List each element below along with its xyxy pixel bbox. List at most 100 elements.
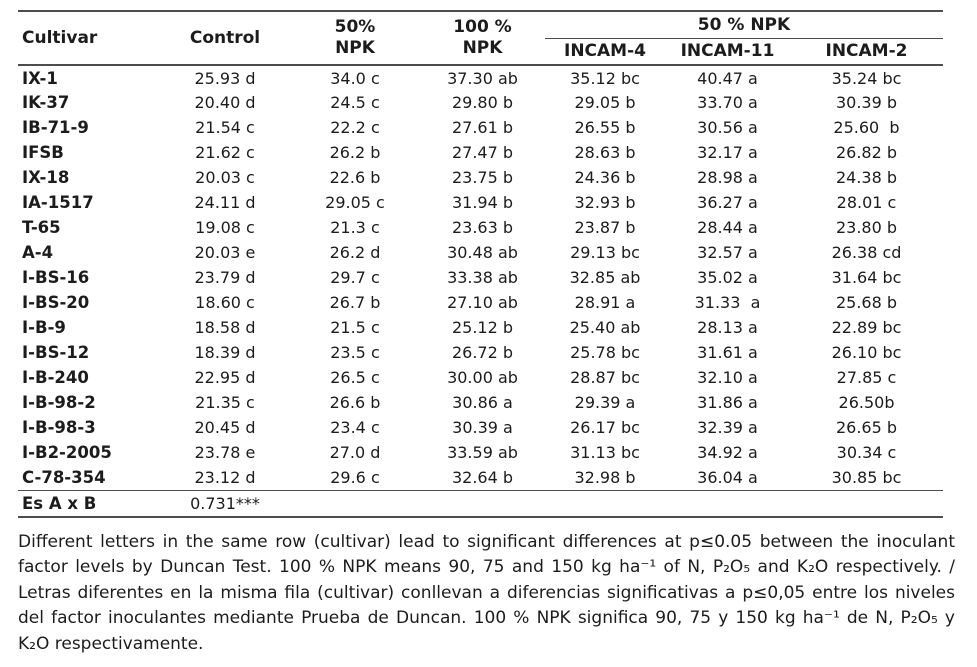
cultivar-name: C-78-354 xyxy=(22,467,106,487)
value-cell-incam2: 22.89 bc xyxy=(831,318,902,337)
value-cell-npk100: 27.10 ab xyxy=(447,293,518,312)
value-cell-incam2: 31.64 bc xyxy=(831,268,902,287)
value-cell-control: 18.58 d xyxy=(194,318,256,337)
value-cell-npk100: 30.39 a xyxy=(452,418,513,437)
value-cell-control: 24.11 d xyxy=(194,193,256,212)
footnote: Different letters in the same row (culti… xyxy=(18,532,955,654)
value-cell-npk50: 34.0 c xyxy=(330,68,380,88)
value-cell-control: 20.03 e xyxy=(194,243,256,262)
value-cell-npk50: 26.2 b xyxy=(329,143,381,162)
table-row: I-BS-16 23.79 d 29.7 c 33.38 ab 32.85 ab 35.0… xyxy=(18,265,943,290)
value-cell-control: 21.54 c xyxy=(195,118,255,137)
col-header-incam2: INCAM-2 xyxy=(790,38,943,66)
value-cell-incam11: 36.04 a xyxy=(697,467,758,487)
cultivar-name: I-B-240 xyxy=(22,368,89,387)
value-cell-incam11: 28.13 a xyxy=(697,318,758,337)
col-header-50npk-group: 50 % NPK xyxy=(545,11,943,39)
value-cell-incam11: 28.44 a xyxy=(697,218,758,237)
value-cell-npk50: 29.05 c xyxy=(325,193,385,212)
value-cell-incam11: 31.33 a xyxy=(694,293,761,312)
value-cell-incam4: 29.13 bc xyxy=(570,243,640,262)
table-body: IX-1 25.93 d 34.0 c 37.30 ab 35.12 bc 40.47 a… xyxy=(18,65,943,490)
value-cell-control: 19.08 c xyxy=(195,218,255,237)
cultivar-name: I-BS-20 xyxy=(22,293,90,312)
table-footer: Es A x B 0.731*** xyxy=(18,489,943,517)
col-header-npk50: 50% NPK xyxy=(290,11,420,66)
value-cell-control: 18.60 c xyxy=(195,293,255,312)
value-cell-incam11: 40.47 a xyxy=(697,68,758,88)
table-row: I-B-98-3 20.45 d 23.4 c 30.39 a 26.17 bc 32.3… xyxy=(18,415,943,440)
value-cell-incam11: 32.57 a xyxy=(697,243,758,262)
cultivar-name: I-B-9 xyxy=(22,318,66,337)
table-row: I-B-98-2 21.35 c 26.6 b 30.86 a 29.39 a 31.86… xyxy=(18,390,943,415)
table-row: IFSB 21.62 c 26.2 b 27.47 b 28.63 b 32.17 a 26… xyxy=(18,140,943,165)
value-cell-control: 21.35 c xyxy=(195,393,255,412)
value-cell-control: 25.93 d xyxy=(194,68,256,88)
value-cell-incam2: 25.60 b xyxy=(833,118,900,137)
value-cell-control: 23.79 d xyxy=(194,268,256,287)
value-cell-incam4: 32.85 ab xyxy=(569,268,641,287)
value-cell-control: 23.12 d xyxy=(194,467,256,487)
value-cell-incam4: 29.05 b xyxy=(574,93,636,112)
value-cell-incam2: 30.39 b xyxy=(835,93,898,112)
col-header-incam4: INCAM-4 xyxy=(545,38,665,66)
value-cell-incam2: 26.50b xyxy=(838,393,895,412)
value-cell-incam2: 26.82 b xyxy=(835,143,898,162)
value-cell-incam4: 28.91 a xyxy=(574,293,636,312)
value-cell-npk50: 22.2 c xyxy=(330,118,380,137)
table-row: T-65 19.08 c 21.3 c 23.63 b 23.87 b 28.44 a 23… xyxy=(18,215,943,240)
value-cell-incam2: 23.80 b xyxy=(835,218,898,237)
value-cell-incam4: 26.17 bc xyxy=(570,418,640,437)
value-cell-npk100: 29.80 b xyxy=(451,93,514,112)
value-cell-incam4: 28.63 b xyxy=(574,143,636,162)
table-row: C-78-354 23.12 d 29.6 c 32.64 b 32.98 b 36.04… xyxy=(18,465,943,490)
cultivar-name: IX-18 xyxy=(22,168,70,187)
value-cell-npk50: 26.5 c xyxy=(330,368,380,387)
value-cell-npk100: 33.59 ab xyxy=(447,443,518,462)
table-row: IX-18 20.03 c 22.6 b 23.75 b 24.36 b 28.98 a 2… xyxy=(18,165,943,190)
col-header-npk100: 100 % NPK xyxy=(420,11,545,66)
value-cell-control: 20.45 d xyxy=(194,418,256,437)
header-row-sub: INCAM-4 INCAM-11 INCAM-2 xyxy=(18,38,943,66)
value-cell-incam11: 36.27 a xyxy=(697,193,758,212)
cultivar-name: I-B-98-2 xyxy=(22,393,96,412)
table-row: I-B-9 18.58 d 21.5 c 25.12 b 25.40 ab 28.13 a… xyxy=(18,315,943,340)
value-cell-incam2: 24.38 b xyxy=(835,168,898,187)
value-cell-npk100: 30.00 ab xyxy=(447,368,518,387)
cultivar-name: IFSB xyxy=(22,143,64,162)
value-cell-npk50: 21.5 c xyxy=(330,318,380,337)
value-cell-npk100: 26.72 b xyxy=(451,343,514,362)
value-cell-incam11: 31.61 a xyxy=(697,343,758,362)
value-cell-npk50: 26.2 d xyxy=(329,243,381,262)
col-header-cultivar: Cultivar xyxy=(18,11,160,66)
npk50-line1: 50% xyxy=(334,17,376,37)
table-row: A-4 20.03 e 26.2 d 30.48 ab 29.13 bc 32.57 a 2… xyxy=(18,240,943,265)
es-a-x-b-value: 0.731*** xyxy=(160,489,290,517)
value-cell-incam2: 27.85 c xyxy=(836,368,897,387)
value-cell-incam4: 23.87 b xyxy=(574,218,636,237)
table-row: IK-37 20.40 d 24.5 c 29.80 b 29.05 b 33.70 a 3… xyxy=(18,90,943,115)
value-cell-incam2: 35.24 bc xyxy=(831,68,902,88)
es-axb-row: Es A x B 0.731*** xyxy=(18,489,943,517)
value-cell-incam2: 30.34 c xyxy=(836,443,897,462)
value-cell-control: 20.40 d xyxy=(194,93,256,112)
table-row: I-BS-12 18.39 d 23.5 c 26.72 b 25.78 bc 31.61… xyxy=(18,340,943,365)
value-cell-npk100: 32.64 b xyxy=(451,467,514,487)
value-cell-incam11: 31.86 a xyxy=(697,393,758,412)
cultivar-name: T-65 xyxy=(22,218,61,237)
table-row: I-B2-2005 23.78 e 27.0 d 33.59 ab 31.13 bc 34… xyxy=(18,440,943,465)
value-cell-incam11: 32.39 a xyxy=(697,418,758,437)
header-row-main: Cultivar Control 50% NPK 100 % NPK 50 % … xyxy=(18,11,943,66)
value-cell-incam4: 24.36 b xyxy=(574,168,636,187)
table-header: Cultivar Control 50% NPK 100 % NPK 50 % … xyxy=(18,11,943,66)
value-cell-incam2: 26.38 cd xyxy=(831,243,902,262)
cultivar-name: I-B-98-3 xyxy=(22,418,96,437)
value-cell-npk100: 30.86 a xyxy=(452,393,513,412)
value-cell-incam2: 30.85 bc xyxy=(831,467,902,487)
value-cell-npk50: 26.6 b xyxy=(329,393,381,412)
value-cell-control: 20.03 c xyxy=(195,168,255,187)
cultivar-name: IA-1517 xyxy=(22,193,94,212)
value-cell-npk100: 27.47 b xyxy=(451,143,514,162)
col-header-incam11: INCAM-11 xyxy=(665,38,790,66)
